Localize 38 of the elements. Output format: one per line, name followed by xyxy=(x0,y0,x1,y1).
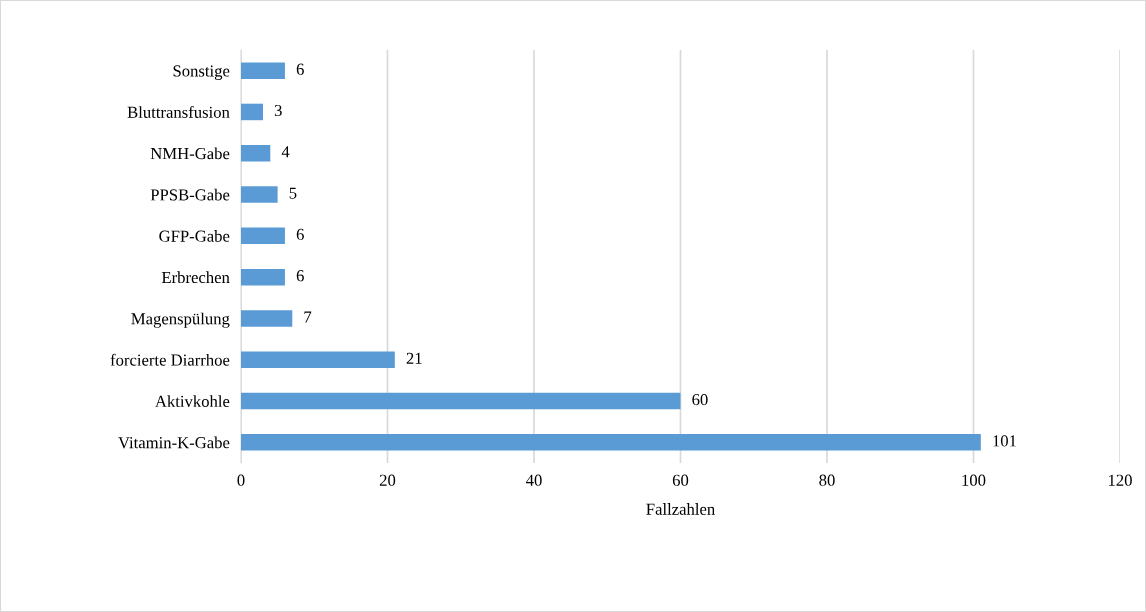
data-label: 3 xyxy=(274,104,282,117)
bar xyxy=(241,310,293,327)
x-tick-label: 40 xyxy=(525,474,542,486)
bar xyxy=(241,268,285,286)
x-tick-label: 20 xyxy=(379,474,396,486)
bar xyxy=(241,144,271,162)
data-label: 6 xyxy=(296,63,304,75)
y-tick-label: Vitamin-K-Gabe xyxy=(118,436,230,449)
x-tick-label: 120 xyxy=(1108,474,1132,486)
data-label: 5 xyxy=(289,187,297,199)
bar xyxy=(241,434,981,451)
y-tick-label: Erbrechen xyxy=(161,271,230,284)
bar xyxy=(241,227,285,245)
data-label: 4 xyxy=(281,146,290,158)
x-tick-label: 80 xyxy=(819,474,835,486)
x-tick-label: 0 xyxy=(237,474,245,486)
x-tick-label: 60 xyxy=(672,474,689,486)
bar xyxy=(241,351,395,369)
y-tick-label: forcierte Diarrhoe xyxy=(110,353,230,366)
data-label: 21 xyxy=(406,352,422,364)
bar xyxy=(241,186,278,203)
y-tick-label: Magenspülung xyxy=(131,312,230,328)
y-tick-label: NMH-Gabe xyxy=(150,147,230,160)
y-tick-label: Sonstige xyxy=(173,65,230,81)
y-tick-label: PPSB-Gabe xyxy=(150,188,230,201)
data-label: 6 xyxy=(296,228,304,241)
data-label: 101 xyxy=(993,435,1016,447)
bar xyxy=(241,103,263,121)
x-tick-label: 100 xyxy=(962,474,986,486)
y-tick-label: Aktivkohle xyxy=(155,395,230,407)
y-tick-label: Bluttransfusion xyxy=(127,106,230,118)
y-tick-label: GFP-Gabe xyxy=(159,230,230,242)
data-label: 6 xyxy=(296,270,304,282)
x-axis-title: Fallzahlen xyxy=(646,503,715,515)
data-label: 60 xyxy=(692,393,708,406)
bar xyxy=(241,62,285,79)
data-label: 7 xyxy=(304,311,312,323)
bar xyxy=(241,392,681,410)
